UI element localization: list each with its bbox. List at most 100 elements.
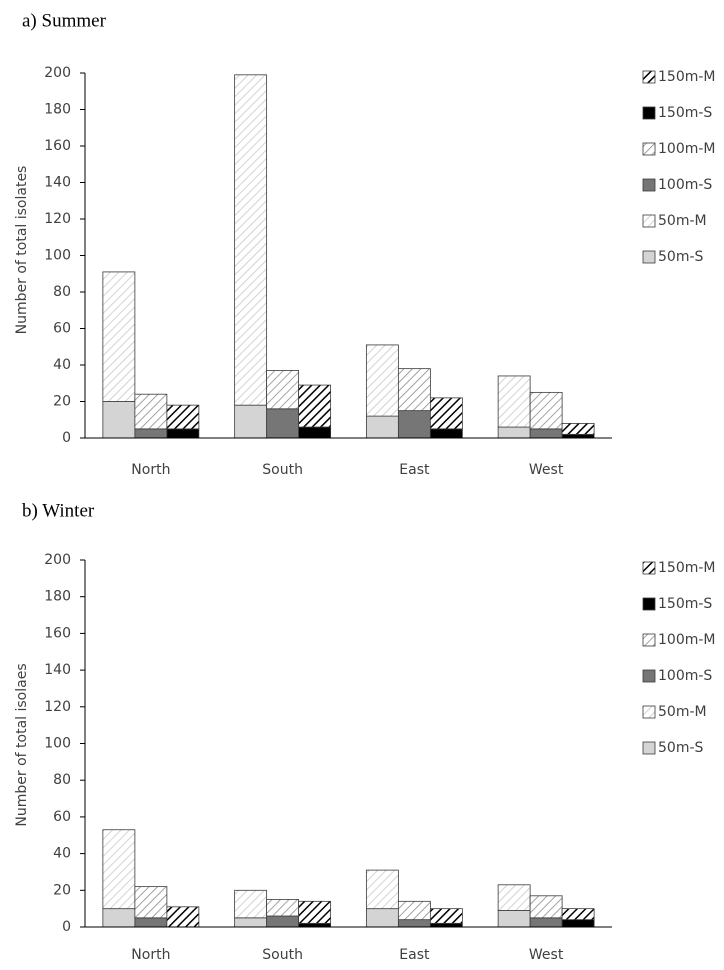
bar-segment	[298, 922, 332, 928]
legend-swatch	[642, 597, 656, 611]
y-tick-label: 40	[53, 357, 71, 373]
y-tick-label: 20	[53, 882, 71, 898]
bar-segment	[298, 426, 332, 439]
legend-label: 150m-S	[658, 105, 712, 121]
legend-label: 100m-M	[658, 141, 716, 157]
legend-label: 50m-S	[658, 249, 704, 265]
y-tick-label: 120	[44, 211, 71, 227]
y-tick-label: 80	[53, 284, 71, 300]
chart-title: a) Summer	[22, 10, 107, 31]
legend-label: 50m-S	[658, 740, 704, 756]
legend-swatch	[642, 741, 656, 755]
y-tick-label: 100	[44, 248, 71, 264]
y-axis-label: Number of total isolaes	[14, 663, 30, 826]
x-tick-label: South	[262, 462, 303, 478]
legend-swatch	[642, 669, 656, 683]
legend-label: 150m-M	[658, 560, 716, 576]
x-tick-label: East	[399, 947, 430, 963]
bar-segment	[365, 908, 399, 928]
bar-segment	[234, 404, 268, 439]
bar-segment	[298, 384, 332, 428]
bar-segment	[429, 922, 463, 928]
bar-segment	[166, 404, 200, 430]
bar-segment	[298, 900, 332, 924]
bar-segment	[429, 908, 463, 924]
bar-segment	[102, 829, 136, 910]
bar-segment	[529, 391, 563, 430]
bar-segment	[529, 895, 563, 919]
y-tick-label: 180	[44, 589, 71, 605]
bar-segment	[397, 410, 431, 439]
legend-swatch	[642, 633, 656, 647]
bar-segment	[561, 422, 595, 435]
legend-swatch	[642, 106, 656, 120]
y-tick-label: 200	[44, 552, 71, 568]
bar-segment	[266, 370, 300, 410]
x-tick-label: North	[131, 462, 170, 478]
bar-segment	[429, 428, 463, 439]
legend-swatch	[642, 214, 656, 228]
bar-segment	[102, 401, 136, 439]
bar-segment	[529, 917, 563, 928]
bar-segment	[234, 889, 268, 919]
legend-swatch	[642, 142, 656, 156]
bar-segment	[529, 428, 563, 439]
bar-segment	[234, 917, 268, 928]
x-tick-label: West	[529, 947, 564, 963]
bar-segment	[429, 397, 463, 430]
legend-label: 50m-M	[658, 704, 707, 720]
bar-segment	[397, 900, 431, 921]
bar-segment	[397, 368, 431, 412]
y-tick-label: 20	[53, 394, 71, 410]
x-tick-label: East	[399, 462, 430, 478]
y-tick-label: 0	[62, 430, 71, 446]
legend-label: 100m-S	[658, 177, 712, 193]
legend-swatch	[642, 705, 656, 719]
bar-segment	[134, 428, 168, 439]
bar-segment	[365, 869, 399, 910]
bar-segment	[561, 433, 595, 439]
y-tick-label: 60	[53, 321, 71, 337]
bar-segment	[497, 375, 531, 428]
y-tick-label: 40	[53, 846, 71, 862]
y-tick-label: 160	[44, 625, 71, 641]
bar-segment	[497, 426, 531, 439]
bar-segment	[497, 910, 531, 928]
bar-segment	[134, 917, 168, 928]
bar-segment	[365, 344, 399, 417]
y-tick-label: 120	[44, 699, 71, 715]
bar-segment	[166, 428, 200, 439]
y-tick-label: 200	[44, 65, 71, 81]
legend-swatch	[642, 561, 656, 575]
x-tick-label: West	[529, 462, 564, 478]
y-tick-label: 140	[44, 175, 71, 191]
legend-swatch	[642, 250, 656, 264]
bar-segment	[266, 408, 300, 439]
y-tick-label: 0	[62, 919, 71, 935]
y-tick-label: 160	[44, 138, 71, 154]
bar-segment	[365, 415, 399, 439]
bar-segment	[102, 271, 136, 402]
legend-label: 100m-M	[658, 632, 716, 648]
bar-segment	[397, 919, 431, 928]
y-tick-label: 140	[44, 662, 71, 678]
bar-segment	[266, 915, 300, 928]
y-tick-label: 80	[53, 772, 71, 788]
y-tick-label: 180	[44, 102, 71, 118]
bar-segment	[102, 908, 136, 928]
bar-segment	[266, 899, 300, 917]
x-tick-label: North	[131, 947, 170, 963]
legend-label: 100m-S	[658, 668, 712, 684]
y-tick-label: 100	[44, 736, 71, 752]
legend-swatch	[642, 178, 656, 192]
legend-label: 150m-M	[658, 69, 716, 85]
legend-label: 50m-M	[658, 213, 707, 229]
y-tick-label: 60	[53, 809, 71, 825]
bar-segment	[166, 906, 200, 928]
x-tick-label: South	[262, 947, 303, 963]
chart-title: b) Winter	[22, 500, 95, 521]
legend-swatch	[642, 70, 656, 84]
bar-segment	[497, 884, 531, 911]
bar-segment	[234, 74, 268, 406]
